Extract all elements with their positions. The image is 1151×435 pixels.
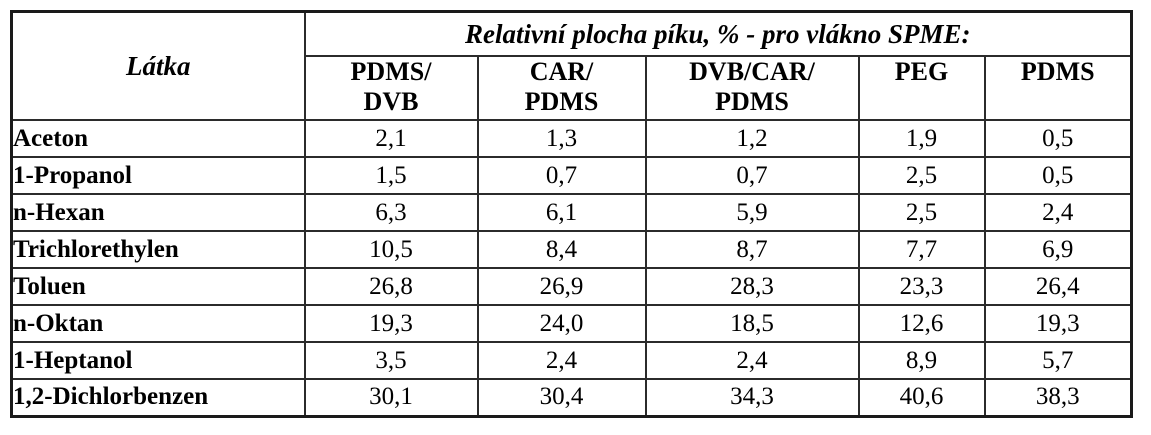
row-label: 1-Propanol (10, 156, 306, 195)
column-header-dvb-car-pdms: DVB/CAR/ PDMS (644, 55, 860, 121)
value-cell: 2,4 (476, 341, 647, 380)
value-cell: 19,3 (303, 304, 479, 343)
value-cell: 5,9 (644, 193, 860, 232)
column-header-latka: Látka (10, 10, 306, 121)
value-cell: 0,5 (983, 119, 1133, 158)
value-cell: 2,4 (983, 193, 1133, 232)
value-cell: 8,9 (857, 341, 986, 380)
value-cell: 7,7 (857, 230, 986, 269)
header-row-fibers: PDMS/ DVB CAR/ PDMS DVB/CAR/ PDMS PEG PDMS (12, 55, 1133, 121)
value-cell: 34,3 (644, 378, 860, 417)
value-cell: 8,4 (476, 230, 647, 269)
table-row: Toluen 26,8 26,9 28,3 23,3 26,4 (10, 267, 1133, 306)
value-cell: 28,3 (644, 267, 860, 306)
value-cell: 23,3 (857, 267, 986, 306)
row-label: Toluen (10, 267, 306, 306)
table-row: 1-Propanol 1,5 0,7 0,7 2,5 0,5 (10, 156, 1133, 195)
value-cell: 2,4 (644, 341, 860, 380)
value-cell: 26,4 (983, 267, 1133, 306)
value-cell: 8,7 (644, 230, 860, 269)
column-header-peg: PEG (857, 55, 986, 121)
row-label: 1,2-Dichlorbenzen (10, 378, 306, 417)
value-cell: 6,1 (476, 193, 647, 232)
value-cell: 10,5 (303, 230, 479, 269)
header-row-span: Látka Relativní plocha píku, % - pro vlá… (10, 10, 1133, 121)
spme-table-container: Látka Relativní plocha píku, % - pro vlá… (10, 10, 1133, 418)
table-row: Trichlorethylen 10,5 8,4 8,7 7,7 6,9 (10, 230, 1133, 269)
value-cell: 30,1 (303, 378, 479, 417)
spme-relative-peak-area-table: Látka Relativní plocha píku, % - pro vlá… (10, 10, 1133, 418)
table-row: 1,2-Dichlorbenzen 30,1 30,4 34,3 40,6 38,3 (10, 378, 1133, 417)
value-cell: 2,1 (303, 119, 479, 158)
table-title-span-header: Relativní plocha píku, % - pro vlákno SP… (303, 10, 1133, 57)
value-cell: 6,9 (983, 230, 1133, 269)
row-label: Trichlorethylen (10, 230, 306, 269)
table-row: Aceton 2,1 1,3 1,2 1,9 0,5 (10, 119, 1133, 158)
table-row: n-Oktan 19,3 24,0 18,5 12,6 19,3 (10, 304, 1133, 343)
table-row: 1-Heptanol 3,5 2,4 2,4 8,9 5,7 (10, 341, 1133, 380)
value-cell: 5,7 (983, 341, 1133, 380)
value-cell: 19,3 (983, 304, 1133, 343)
value-cell: 0,7 (644, 156, 860, 195)
table-row: n-Hexan 6,3 6,1 5,9 2,5 2,4 (10, 193, 1133, 232)
value-cell: 18,5 (644, 304, 860, 343)
value-cell: 2,5 (857, 193, 986, 232)
column-header-car-pdms: CAR/ PDMS (476, 55, 647, 121)
value-cell: 0,7 (476, 156, 647, 195)
column-header-pdms: PDMS (983, 55, 1133, 121)
value-cell: 3,5 (303, 341, 479, 380)
value-cell: 26,9 (476, 267, 647, 306)
value-cell: 40,6 (857, 378, 986, 417)
row-label: 1-Heptanol (10, 341, 306, 380)
table-body: Aceton 2,1 1,3 1,2 1,9 0,5 1-Propanol 1,5 0,7 0,7… (10, 119, 1133, 417)
row-label: Aceton (10, 119, 306, 158)
value-cell: 30,4 (476, 378, 647, 417)
value-cell: 26,8 (303, 267, 479, 306)
value-cell: 38,3 (983, 378, 1133, 417)
value-cell: 12,6 (857, 304, 986, 343)
value-cell: 1,5 (303, 156, 479, 195)
column-header-pdms-dvb: PDMS/ DVB (303, 55, 479, 121)
value-cell: 0,5 (983, 156, 1133, 195)
value-cell: 2,5 (857, 156, 986, 195)
row-label: n-Hexan (10, 193, 306, 232)
value-cell: 6,3 (303, 193, 479, 232)
value-cell: 1,9 (857, 119, 986, 158)
value-cell: 1,2 (644, 119, 860, 158)
row-label: n-Oktan (10, 304, 306, 343)
value-cell: 1,3 (476, 119, 647, 158)
value-cell: 24,0 (476, 304, 647, 343)
